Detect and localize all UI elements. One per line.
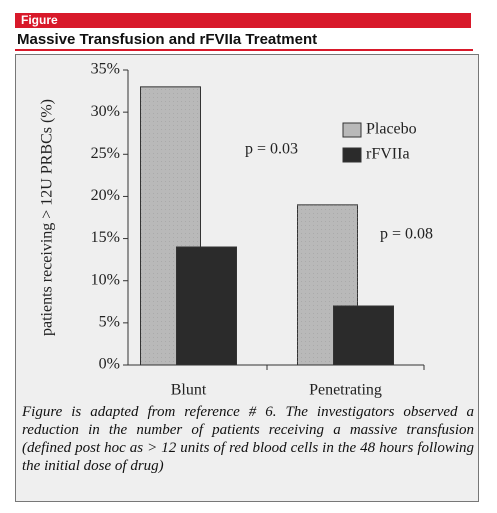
- legend-label: rFVIIa: [366, 146, 410, 163]
- y-tick-label: 10%: [91, 271, 120, 288]
- bar: [176, 246, 237, 366]
- legend-swatch: [342, 122, 362, 138]
- y-tick-label: 30%: [91, 103, 120, 120]
- y-tick-label: 25%: [91, 145, 120, 162]
- bar: [333, 305, 394, 366]
- figure-title: Massive Transfusion and rFVIIa Treatment: [15, 30, 473, 51]
- figure-header: Figure: [15, 13, 471, 28]
- y-tick-label: 20%: [91, 187, 120, 204]
- y-tick-label: 5%: [99, 314, 120, 331]
- caption: Figure is adapted from reference # 6. Th…: [22, 404, 474, 474]
- annotation: p = 0.03: [245, 141, 298, 158]
- chart-panel: [15, 54, 479, 502]
- y-axis-label: patients receiving > 12U PRBCs (%): [39, 99, 56, 336]
- legend-label: Placebo: [366, 121, 417, 138]
- legend-swatch: [342, 147, 362, 163]
- x-tick-label: Blunt: [171, 382, 207, 399]
- y-tick-label: 15%: [91, 229, 120, 246]
- y-tick-label: 35%: [91, 61, 120, 78]
- x-tick-label: Penetrating: [309, 382, 382, 399]
- y-tick-label: 0%: [99, 356, 120, 373]
- annotation: p = 0.08: [380, 226, 433, 243]
